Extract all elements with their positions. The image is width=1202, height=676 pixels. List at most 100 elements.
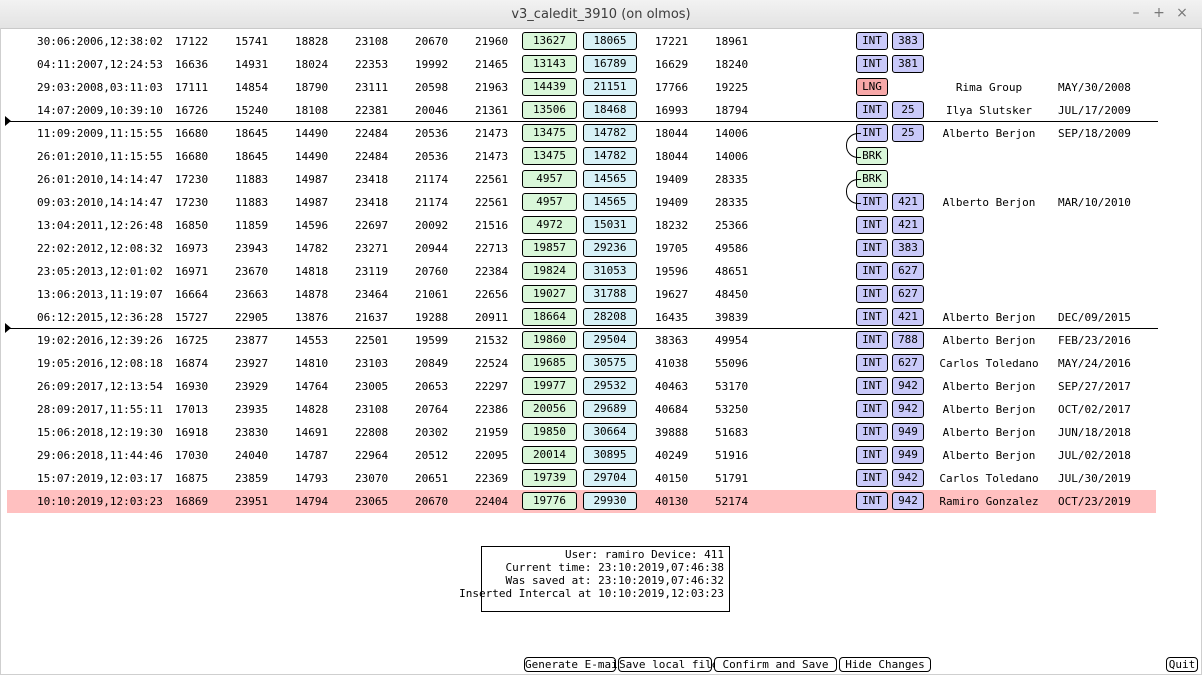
green-value-field[interactable]: 19776 <box>522 492 577 510</box>
green-value-field[interactable]: 4957 <box>522 193 577 211</box>
type-badge[interactable]: INT <box>856 285 888 303</box>
table-row[interactable]: 23:05:2013,12:01:02 16971 23670 14818 23119 2… <box>0 260 1202 283</box>
green-value-field[interactable]: 19860 <box>522 331 577 349</box>
cyan-value-field[interactable]: 15031 <box>583 216 637 234</box>
table-row[interactable]: 13:06:2013,11:19:07 16664 23663 14878 23464 2… <box>0 283 1202 306</box>
cyan-value-field[interactable]: 30575 <box>583 354 637 372</box>
number-badge[interactable]: 25 <box>892 124 924 142</box>
green-value-field[interactable]: 19739 <box>522 469 577 487</box>
maximize-icon[interactable]: + <box>1153 5 1165 21</box>
table-row[interactable]: 06:12:2015,12:36:28 15727 22905 13876 21637 1… <box>0 306 1202 329</box>
green-value-field[interactable]: 19857 <box>522 239 577 257</box>
number-badge[interactable]: 949 <box>892 423 924 441</box>
number-badge[interactable]: 421 <box>892 308 924 326</box>
type-badge[interactable]: INT <box>856 101 888 119</box>
quit-button[interactable]: Quit <box>1166 657 1198 672</box>
table-row[interactable]: 26:01:2010,11:15:55 16680 18645 14490 22484 2… <box>0 145 1202 168</box>
green-value-field[interactable]: 13475 <box>522 147 577 165</box>
green-value-field[interactable]: 19685 <box>522 354 577 372</box>
green-value-field[interactable]: 19977 <box>522 377 577 395</box>
cyan-value-field[interactable]: 29236 <box>583 239 637 257</box>
cyan-value-field[interactable]: 31788 <box>583 285 637 303</box>
table-row[interactable]: 15:07:2019,12:03:17 16875 23859 14793 23070 2… <box>0 467 1202 490</box>
number-badge[interactable]: 627 <box>892 285 924 303</box>
cyan-value-field[interactable]: 18468 <box>583 101 637 119</box>
type-badge[interactable]: INT <box>856 377 888 395</box>
number-badge[interactable]: 383 <box>892 32 924 50</box>
green-value-field[interactable]: 19824 <box>522 262 577 280</box>
table-row[interactable]: 26:01:2010,14:14:47 17230 11883 14987 23418 2… <box>0 168 1202 191</box>
number-badge[interactable]: 942 <box>892 377 924 395</box>
green-value-field[interactable]: 13627 <box>522 32 577 50</box>
table-row[interactable]: 14:07:2009,10:39:10 16726 15240 18108 22381 2… <box>0 99 1202 122</box>
type-badge[interactable]: INT <box>856 262 888 280</box>
type-badge[interactable]: BRK <box>856 147 888 165</box>
green-value-field[interactable]: 13506 <box>522 101 577 119</box>
table-row[interactable]: 30:06:2006,12:38:02 17122 15741 18828 23108 2… <box>0 30 1202 53</box>
hide-changes-button[interactable]: Hide Changes <box>839 657 931 672</box>
green-value-field[interactable]: 14439 <box>522 78 577 96</box>
cyan-value-field[interactable]: 18065 <box>583 32 637 50</box>
number-badge[interactable]: 949 <box>892 446 924 464</box>
type-badge[interactable]: INT <box>856 492 888 510</box>
type-badge[interactable]: INT <box>856 354 888 372</box>
table-row[interactable]: 29:03:2008,03:11:03 17111 14854 18790 23111 2… <box>0 76 1202 99</box>
cyan-value-field[interactable]: 14782 <box>583 124 637 142</box>
type-badge[interactable]: INT <box>856 308 888 326</box>
type-badge[interactable]: INT <box>856 239 888 257</box>
cyan-value-field[interactable]: 28208 <box>583 308 637 326</box>
table-row[interactable]: 28:09:2017,11:55:11 17013 23935 14828 23108 2… <box>0 398 1202 421</box>
number-badge[interactable]: 383 <box>892 239 924 257</box>
number-badge[interactable]: 421 <box>892 216 924 234</box>
generate-email-button[interactable]: Generate E-mail <box>524 657 625 672</box>
type-badge[interactable]: INT <box>856 216 888 234</box>
number-badge[interactable]: 788 <box>892 331 924 349</box>
cyan-value-field[interactable]: 21151 <box>583 78 637 96</box>
number-badge[interactable]: 627 <box>892 354 924 372</box>
save-local-file-button[interactable]: Save local file <box>618 657 719 672</box>
number-badge[interactable]: 942 <box>892 469 924 487</box>
table-row[interactable]: 11:09:2009,11:15:55 16680 18645 14490 22484 2… <box>0 122 1202 145</box>
table-row[interactable]: 19:02:2016,12:39:26 16725 23877 14553 22501 1… <box>0 329 1202 352</box>
table-row[interactable]: 04:11:2007,12:24:53 16636 14931 18024 22353 1… <box>0 53 1202 76</box>
type-badge[interactable]: LNG <box>856 78 888 96</box>
cyan-value-field[interactable]: 29704 <box>583 469 637 487</box>
number-badge[interactable]: 627 <box>892 262 924 280</box>
green-value-field[interactable]: 18664 <box>522 308 577 326</box>
type-badge[interactable]: INT <box>856 446 888 464</box>
green-value-field[interactable]: 4972 <box>522 216 577 234</box>
table-row[interactable]: 13:04:2011,12:26:48 16850 11859 14596 22697 2… <box>0 214 1202 237</box>
green-value-field[interactable]: 4957 <box>522 170 577 188</box>
cyan-value-field[interactable]: 31053 <box>583 262 637 280</box>
cyan-value-field[interactable]: 29930 <box>583 492 637 510</box>
green-value-field[interactable]: 20014 <box>522 446 577 464</box>
type-badge[interactable]: INT <box>856 423 888 441</box>
cyan-value-field[interactable]: 29689 <box>583 400 637 418</box>
cyan-value-field[interactable]: 14565 <box>583 170 637 188</box>
number-badge[interactable]: 381 <box>892 55 924 73</box>
number-badge[interactable]: 942 <box>892 400 924 418</box>
table-row[interactable]: 29:06:2018,11:44:46 17030 24040 14787 22964 2… <box>0 444 1202 467</box>
type-badge[interactable]: INT <box>856 32 888 50</box>
table-row[interactable]: 15:06:2018,12:19:30 16918 23830 14691 22808 2… <box>0 421 1202 444</box>
type-badge[interactable]: INT <box>856 400 888 418</box>
type-badge[interactable]: INT <box>856 124 888 142</box>
type-badge[interactable]: INT <box>856 469 888 487</box>
type-badge[interactable]: BRK <box>856 170 888 188</box>
number-badge[interactable]: 25 <box>892 101 924 119</box>
cyan-value-field[interactable]: 30664 <box>583 423 637 441</box>
number-badge[interactable]: 942 <box>892 492 924 510</box>
green-value-field[interactable]: 19027 <box>522 285 577 303</box>
table-row[interactable]: 26:09:2017,12:13:54 16930 23929 14764 23005 2… <box>0 375 1202 398</box>
table-row[interactable]: 22:02:2012,12:08:32 16973 23943 14782 23271 2… <box>0 237 1202 260</box>
cyan-value-field[interactable]: 30895 <box>583 446 637 464</box>
table-row[interactable]: 19:05:2016,12:08:18 16874 23927 14810 23103 2… <box>0 352 1202 375</box>
close-icon[interactable]: × <box>1176 5 1188 21</box>
cyan-value-field[interactable]: 14782 <box>583 147 637 165</box>
table-row-selected[interactable]: 10:10:2019,12:03:23 16869 23951 14794 23065 2… <box>7 490 1156 513</box>
green-value-field[interactable]: 20056 <box>522 400 577 418</box>
cyan-value-field[interactable]: 16789 <box>583 55 637 73</box>
green-value-field[interactable]: 13475 <box>522 124 577 142</box>
number-badge[interactable]: 421 <box>892 193 924 211</box>
type-badge[interactable]: INT <box>856 55 888 73</box>
